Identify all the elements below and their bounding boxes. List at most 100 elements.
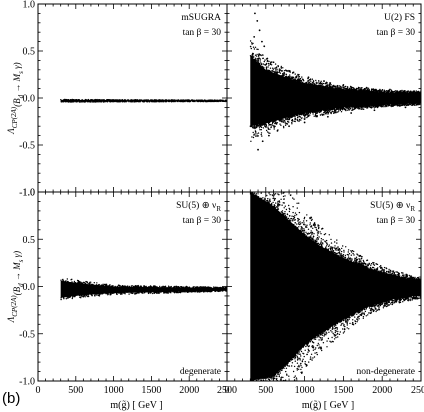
data-point <box>86 281 89 284</box>
data-point <box>363 313 365 316</box>
data-point <box>262 399 263 400</box>
data-point <box>263 66 265 69</box>
data-point <box>403 102 405 105</box>
data-point <box>400 298 402 301</box>
data-point <box>326 242 328 244</box>
data-point <box>260 133 262 136</box>
data-point <box>348 88 351 90</box>
data-point <box>281 367 284 370</box>
data-point <box>414 276 416 279</box>
data-point <box>262 63 265 65</box>
data-point <box>71 296 74 298</box>
data-point <box>356 106 358 108</box>
data-point <box>337 110 340 112</box>
data-point <box>395 91 397 93</box>
data-point <box>321 339 323 341</box>
data-point <box>265 66 268 68</box>
data-point <box>384 106 386 108</box>
data-point <box>337 249 339 251</box>
data-point <box>74 295 76 298</box>
data-point <box>251 160 252 161</box>
data-point <box>312 111 314 113</box>
data-point <box>269 190 270 191</box>
data-point <box>346 253 349 256</box>
data-point <box>330 250 332 253</box>
data-point <box>274 121 277 124</box>
data-point <box>284 124 287 127</box>
data-point <box>286 123 289 125</box>
data-point <box>386 299 389 302</box>
data-point <box>278 200 280 202</box>
data-point <box>295 377 298 379</box>
data-point <box>258 57 260 60</box>
data-point <box>326 245 328 247</box>
data-point <box>267 126 269 128</box>
data-point <box>74 99 76 101</box>
data-point <box>284 122 286 124</box>
data-point-outlier <box>253 36 256 38</box>
data-point <box>410 275 412 277</box>
data-point <box>68 101 71 103</box>
data-point <box>257 167 258 168</box>
data-point <box>359 254 362 257</box>
data-point <box>390 105 392 108</box>
data-point <box>377 105 379 108</box>
data-point <box>63 101 65 103</box>
data-point <box>164 285 167 288</box>
data-point <box>336 239 338 241</box>
data-point-outlier <box>288 125 290 128</box>
data-point <box>368 263 371 265</box>
data-point <box>368 307 371 309</box>
data-point <box>337 254 339 257</box>
data-point <box>305 345 307 348</box>
data-point <box>281 213 284 216</box>
data-point-outlier <box>373 109 376 112</box>
data-point <box>348 106 350 108</box>
data-point <box>321 85 323 87</box>
data-point <box>406 297 408 300</box>
data-point <box>361 309 364 311</box>
data-point <box>269 194 271 196</box>
data-point <box>341 107 344 110</box>
data-point <box>280 400 281 401</box>
data-point <box>352 106 355 108</box>
data-point <box>113 292 115 294</box>
data-point <box>314 226 316 228</box>
data-point <box>350 251 353 253</box>
y-axis-label: ΛCP(2A)(Bd → Ms γ) <box>6 251 25 323</box>
data-point <box>364 310 367 313</box>
data-point <box>369 90 371 93</box>
data-point <box>60 297 62 299</box>
data-point <box>267 382 268 383</box>
data-point <box>270 182 271 183</box>
y-tick-label: -1.0 <box>19 377 35 388</box>
data-point <box>109 101 111 103</box>
data-point <box>147 292 150 295</box>
data-point <box>120 293 123 295</box>
data-point <box>295 225 297 228</box>
data-point <box>417 279 419 281</box>
data-point <box>293 215 295 218</box>
data-point <box>381 266 383 269</box>
data-point <box>281 118 283 121</box>
data-point <box>300 119 302 121</box>
data-point <box>297 73 299 76</box>
data-point <box>359 89 361 91</box>
data-point <box>162 99 165 101</box>
data-point <box>327 112 329 115</box>
data-point <box>340 107 342 109</box>
data-point <box>60 101 63 103</box>
data-point <box>339 249 341 251</box>
data-point <box>300 228 302 230</box>
data-point <box>333 325 336 327</box>
data-point <box>277 207 279 209</box>
x-tick-label: 1000 <box>104 385 124 396</box>
data-point <box>281 204 283 206</box>
data-point <box>303 355 305 358</box>
data-point <box>354 320 357 323</box>
data-point <box>296 120 299 122</box>
data-point <box>287 217 290 220</box>
data-point <box>313 233 315 235</box>
data-point <box>174 291 176 293</box>
data-point <box>250 388 251 389</box>
